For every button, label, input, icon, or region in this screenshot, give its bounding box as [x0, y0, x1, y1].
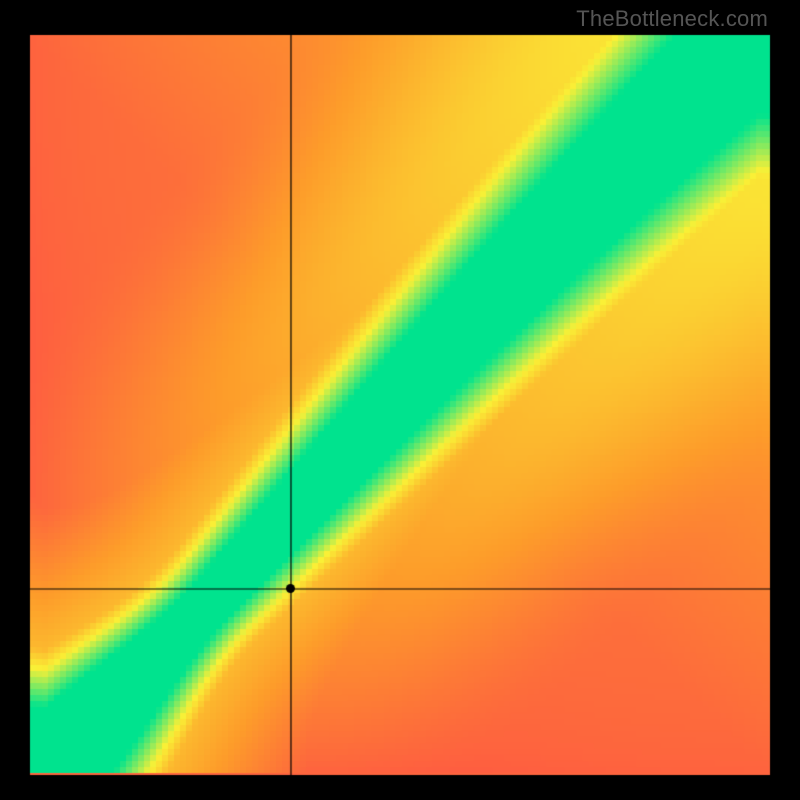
- heatmap-canvas: [0, 0, 800, 800]
- chart-container: TheBottleneck.com: [0, 0, 800, 800]
- watermark-text: TheBottleneck.com: [576, 6, 768, 32]
